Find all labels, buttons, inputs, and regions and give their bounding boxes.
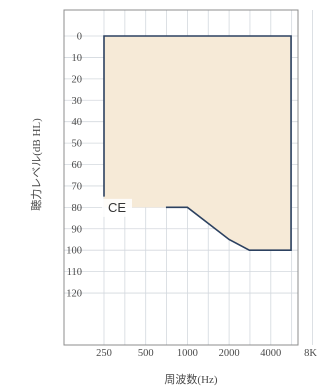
- x-tick-label: 250: [96, 348, 112, 359]
- y-tick-label: 30: [72, 96, 83, 107]
- y-tick-label: 110: [67, 267, 82, 278]
- y-tick-label: 100: [66, 246, 82, 257]
- y-tick-label: 90: [72, 224, 83, 235]
- y-tick-label: 120: [66, 289, 82, 300]
- x-tick-label: 1000: [177, 348, 198, 359]
- y-tick-label: 60: [72, 160, 83, 171]
- y-tick-label: 80: [72, 203, 83, 214]
- y-tick-label: 70: [72, 181, 83, 192]
- x-tick-labels: 250 500 1000 2000 4000 8K: [96, 348, 317, 359]
- hearing-range-boundary: [103, 35, 292, 251]
- hearing-range-fill: [104, 36, 292, 251]
- y-tick-labels: 0 10 20 30 40 50 60 70 80 90 100 110 120: [66, 32, 82, 300]
- x-tick-label: 2000: [219, 348, 240, 359]
- y-tick-label: 20: [72, 74, 83, 85]
- x-tick-label: 4000: [260, 348, 281, 359]
- y-axis-title: 聴力レベル(dB HL): [30, 118, 43, 211]
- y-tick-label: 0: [77, 32, 82, 43]
- plot-frame: [63, 9, 299, 346]
- x-axis-title: 周波数(Hz): [164, 373, 217, 386]
- y-tick-label: 10: [72, 53, 83, 64]
- ce-annotation: CE: [108, 200, 126, 215]
- y-tick-label: 50: [72, 139, 83, 150]
- x-tick-label: 8K: [304, 348, 317, 359]
- ce-label-background: [102, 198, 132, 217]
- y-tick-label: 40: [72, 117, 83, 128]
- x-tick-label: 500: [138, 348, 154, 359]
